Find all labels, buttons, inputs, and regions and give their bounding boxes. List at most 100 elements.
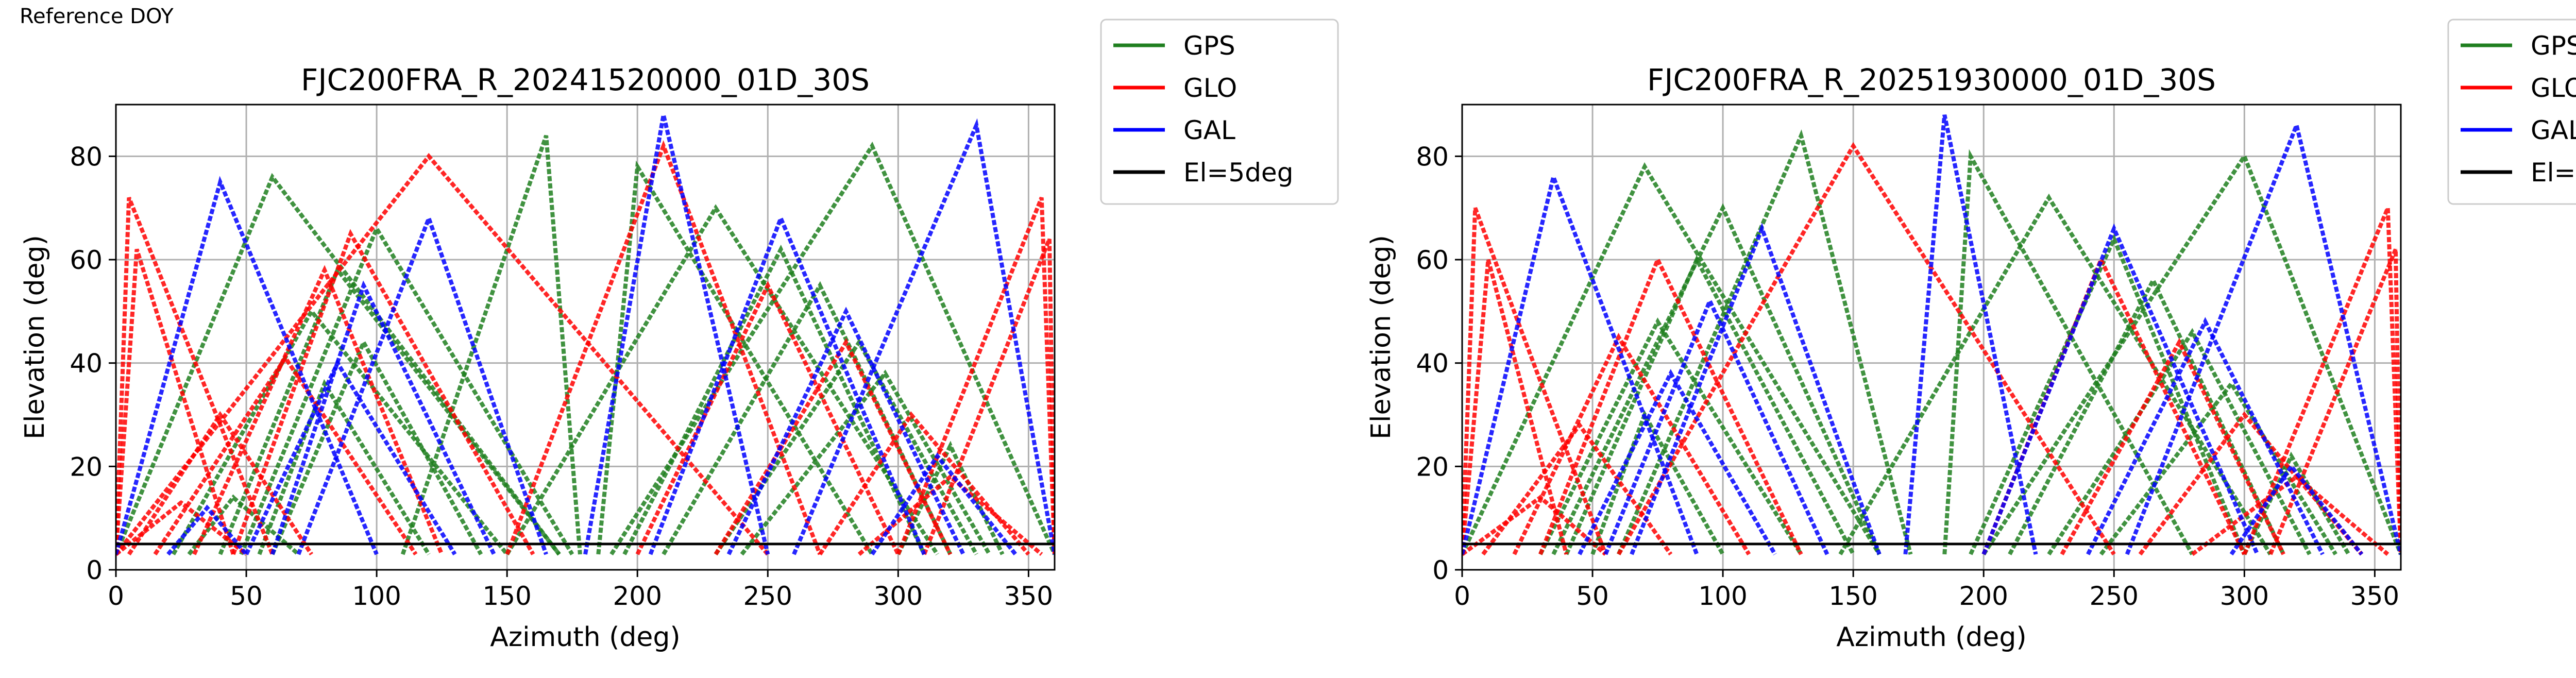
satellite-track: [1462, 207, 1608, 555]
series-gal: [116, 114, 1055, 556]
series-glo: [116, 140, 1055, 556]
satellite-track: [726, 307, 965, 555]
satellite-track: [818, 411, 1030, 556]
x-tick-label: 0: [108, 581, 124, 611]
x-tick-label: 350: [2350, 581, 2399, 611]
satellite-track: [270, 280, 496, 555]
satellite-track: [270, 337, 483, 555]
legend-frame: [2447, 19, 2576, 205]
satellite-track: [1462, 170, 1699, 555]
tracks: [1462, 114, 2401, 556]
satellite-track: [857, 473, 1043, 556]
satellite-track: [296, 212, 548, 555]
satellite-track: [2086, 317, 2325, 555]
satellite-track: [2268, 248, 2401, 555]
legend-label: El=5deg: [2531, 158, 2576, 188]
satellite-track: [116, 197, 275, 555]
satellite-track: [116, 248, 235, 555]
satellite-track: [2125, 118, 2401, 555]
satellite-track: [1578, 369, 1777, 555]
satellite-track: [2242, 207, 2401, 555]
x-tick-label: 100: [1698, 581, 1747, 611]
satellite-track: [505, 204, 939, 556]
satellite-track: [239, 224, 574, 555]
satellite-track: [1981, 151, 2401, 556]
satellite-track: [896, 197, 1055, 555]
plot-frame: [115, 104, 1056, 571]
satellite-track: [127, 411, 313, 556]
satellite-track: [116, 173, 561, 556]
series-gps: [1462, 129, 2401, 556]
legend-label: GAL: [2531, 115, 2576, 145]
satellite-track: [1603, 296, 1829, 555]
satellite-track: [187, 494, 300, 556]
satellite-track: [116, 152, 770, 556]
satellite-track: [116, 500, 248, 556]
chart-panel-2: FJC200FRA_R_20251930000_01D_30S 0 50 100 150…: [1366, 19, 2576, 653]
satellite-track: [714, 338, 953, 555]
satellite-track: [1564, 255, 1855, 555]
satellite-track: [740, 369, 991, 556]
satellite-track: [218, 266, 561, 556]
satellite-track: [2060, 337, 2285, 555]
x-tick-label: 350: [1004, 581, 1053, 611]
satellite-track: [400, 134, 582, 555]
legend-label: GAL: [1183, 115, 1235, 145]
satellite-track: [714, 338, 978, 556]
satellite-track: [1942, 149, 2194, 555]
satellite-track: [2138, 411, 2364, 556]
satellite-track: [1512, 332, 1751, 555]
x-tick-label: 250: [2090, 581, 2139, 611]
y-tick-label: 60: [70, 245, 103, 275]
satellite-track: [1551, 203, 1882, 555]
series-gps: [116, 134, 1055, 556]
x-axis-label: Azimuth (deg): [1836, 622, 2026, 653]
satellite-track: [1462, 259, 1569, 555]
figure-label: Reference DOY: [20, 5, 174, 28]
y-tick-label: 0: [86, 555, 103, 585]
x-axis-label: Azimuth (deg): [490, 622, 680, 653]
satellite-track: [1617, 142, 2116, 556]
legend: GPS GLO GAL El=5deg: [1100, 19, 1339, 205]
satellite-track: [583, 114, 770, 555]
y-tick-label: 40: [1416, 349, 1449, 379]
satellite-track: [171, 308, 509, 556]
legend-label: GLO: [1183, 73, 1237, 103]
x-tick-label: 50: [1576, 581, 1609, 611]
y-tick-label: 80: [70, 142, 103, 172]
legend-label: GLO: [2531, 73, 2576, 103]
x-tick-label: 150: [1828, 581, 1877, 611]
satellite-track: [622, 244, 926, 555]
satellite-track: [1538, 255, 1803, 555]
satellite-track: [1462, 162, 1882, 555]
satellite-track: [257, 379, 431, 555]
satellite-track: [116, 176, 379, 555]
x-tick-label: 100: [352, 581, 401, 611]
satellite-track: [1538, 317, 1803, 555]
satellite-track: [792, 118, 1055, 555]
chart-title: FJC200FRA_R_20251930000_01D_30S: [1647, 62, 2216, 97]
satellite-track: [1838, 193, 2273, 556]
legend-label: GPS: [2531, 31, 2576, 61]
satellite-track: [1981, 223, 2260, 555]
x-tick-label: 200: [613, 581, 662, 611]
satellite-track: [244, 359, 457, 555]
x-tick-label: 300: [2220, 581, 2269, 611]
plot-frame: [1461, 104, 2402, 571]
satellite-track: [609, 141, 1055, 556]
chart-panel-1: FJC200FRA_R_20241520000_01D_30S 0 50 100 150…: [20, 19, 1339, 653]
x-tick-label: 50: [230, 581, 263, 611]
legend-label: El=5deg: [1183, 158, 1293, 188]
satellite-track: [2229, 463, 2364, 556]
y-tick-label: 80: [1416, 142, 1449, 172]
satellite-track: [1481, 421, 1673, 556]
y-tick-label: 0: [1432, 555, 1449, 585]
x-tick-label: 300: [874, 581, 923, 611]
chart-title: FJC200FRA_R_20241520000_01D_30S: [301, 62, 870, 97]
satellite-track: [192, 265, 444, 555]
y-tick-label: 40: [70, 349, 103, 379]
satellite-track: [870, 452, 1018, 556]
legend: GPS GLO GAL El=5deg: [2447, 19, 2576, 205]
satellite-track: [922, 238, 1055, 555]
